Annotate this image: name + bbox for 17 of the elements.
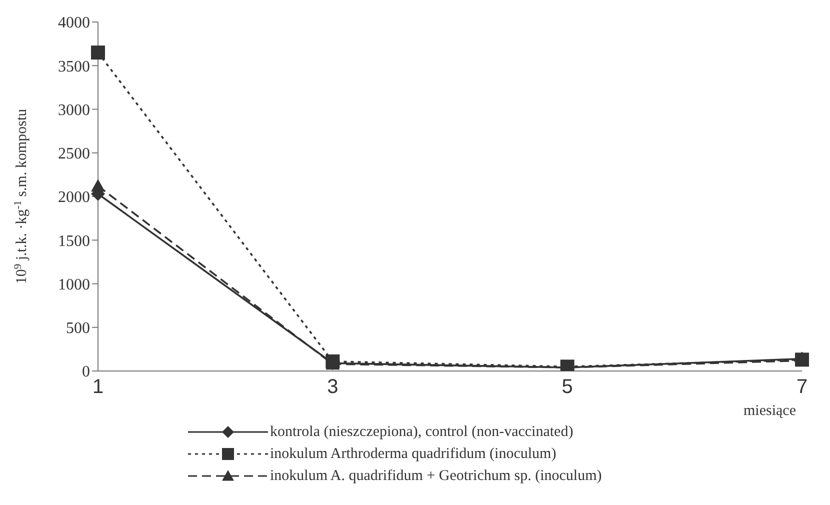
y-tick-label: 0	[82, 364, 90, 381]
legend-label: inokulum Arthroderma quadrifidum (inoculum)	[270, 446, 556, 462]
x-tick-label: 1	[92, 376, 104, 398]
x-tick-label: 5	[562, 376, 573, 398]
y-tick-label: 500	[66, 320, 90, 338]
y-tick-label: 3000	[58, 102, 90, 119]
y-tick-label: 1500	[58, 232, 90, 250]
y-tick-label: 2500	[58, 146, 90, 163]
y-tick-label: 4000	[58, 14, 90, 32]
x-tick-label: 7	[796, 376, 808, 398]
y-tick-label: 1000	[58, 276, 90, 294]
legend-label: inokulum A. quadrifidum + Geotrichum sp. (inoculum)	[270, 468, 602, 484]
x-tick-label: 3	[327, 376, 338, 398]
y-tick-label: 3500	[58, 58, 90, 76]
y-tick-label: 2000	[58, 189, 90, 206]
legend-label: kontrola (nieszczepiona), control (non-vaccinated)	[270, 424, 574, 440]
x-axis-title: miesiące	[744, 403, 796, 419]
